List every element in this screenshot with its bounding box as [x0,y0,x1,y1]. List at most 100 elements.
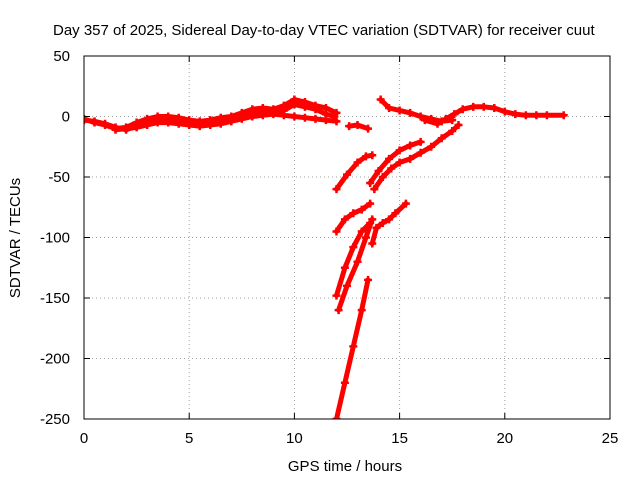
data-point [376,95,385,104]
data-point [195,117,204,126]
data-point [458,105,467,114]
data-point [542,111,551,120]
data-point [357,205,366,214]
data-point [269,105,278,114]
data-point [349,209,358,218]
data-point [420,116,429,125]
data-point [406,154,415,163]
x-tick-label: 5 [185,430,193,447]
data-point [357,306,366,315]
data-point [511,110,520,119]
data-point [370,185,379,194]
data-point [441,114,450,123]
data-point [143,114,152,123]
data-point [111,124,120,133]
data-point [433,119,442,128]
data-point [364,124,373,133]
data-point [532,111,541,120]
data-point [395,158,404,167]
data-point [206,116,215,125]
data-point [258,111,267,120]
y-axis-label: SDTVAR / TECUs [7,178,24,298]
axis-ticks [83,55,611,420]
data-point [372,223,381,232]
data-point [132,118,141,127]
data-point [448,127,457,136]
data-point [164,112,173,121]
data-point [368,239,377,248]
data-point [416,137,425,146]
x-tick-labels: 0 5 10 15 20 25 [80,430,619,447]
data-point [216,113,225,122]
data-point [248,105,257,114]
data-point [311,114,320,123]
x-tick-label: 15 [391,430,408,447]
data-point [469,102,478,111]
data-point [290,95,299,104]
data-point [406,141,415,150]
y-tick-label: -50 [48,169,70,186]
data-point [334,306,343,315]
data-point [258,104,267,113]
data-point [378,218,387,227]
data-point [366,199,375,208]
series-line-arc-9 [371,122,461,192]
data-point [437,134,446,143]
data-point [311,101,320,110]
y-tick-label: 50 [53,48,70,65]
data-point [321,104,330,113]
data-point [353,120,362,129]
data-point [401,199,410,208]
data-point [385,154,394,163]
data-point [227,112,236,121]
data-point [387,164,396,173]
data-point [332,117,341,126]
data-point [332,227,341,236]
data-point [364,275,373,284]
data-point [101,120,110,129]
data-point [479,102,488,111]
data-point [185,116,194,125]
data-point [122,123,131,132]
data-point [521,111,530,120]
x-axis-label: GPS time / hours [288,458,402,475]
data-point [300,97,309,106]
data-point [279,101,288,110]
data-point [366,179,375,188]
data-point [332,415,341,419]
data-point [378,173,387,181]
data-point [153,112,162,121]
data-point [357,227,366,236]
x-tick-label: 25 [602,430,619,447]
data-point [450,110,459,119]
data-point [340,215,349,224]
x-tick-label: 10 [286,430,303,447]
chart-title: Day 357 of 2025, Sidereal Day-to-day VTE… [53,22,595,39]
data-point [395,106,404,115]
y-tick-label: -150 [40,290,70,307]
y-tick-label: -200 [40,351,70,368]
y-tick-label: -100 [40,230,70,247]
data-point [361,233,370,242]
data-point [385,215,394,224]
data-point [279,111,288,120]
data-point [391,209,400,218]
data-point [237,108,246,117]
data-point [174,113,183,122]
series-line-arc-2 [113,111,339,133]
data-point [406,108,415,117]
data-point [368,215,377,224]
data-point [500,107,509,116]
series-line-arc-8 [367,139,424,186]
data-point [290,112,299,121]
data-point [340,378,349,387]
data-point [353,158,362,167]
data-point [490,104,499,113]
data-point [353,257,362,266]
data-point [321,116,330,125]
data-point [454,120,463,129]
y-tick-label: -250 [40,411,70,428]
data-point [395,146,404,155]
data-point [559,111,568,120]
x-tick-label: 0 [80,430,88,447]
